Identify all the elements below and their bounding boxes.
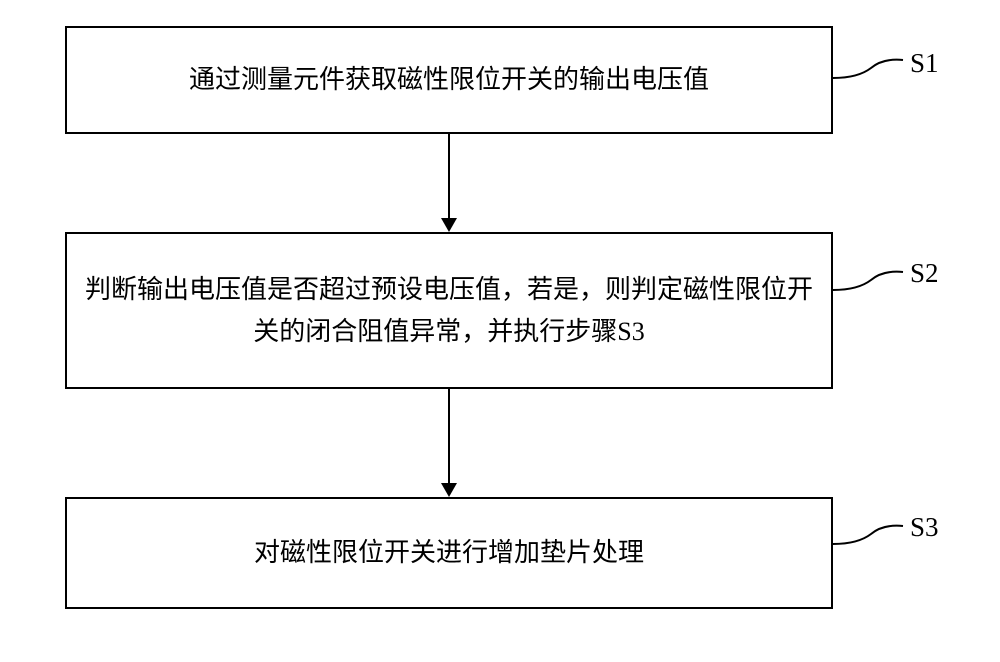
step-label-s3: S3 [910, 512, 939, 543]
step-box-s3: 对磁性限位开关进行增加垫片处理 [65, 497, 833, 609]
arrow-head-s2-s3 [441, 483, 457, 497]
step-text-s3: 对磁性限位开关进行增加垫片处理 [254, 532, 644, 574]
curve-connector-s1 [833, 50, 908, 90]
curve-connector-s3 [833, 516, 908, 556]
step-text-s1: 通过测量元件获取磁性限位开关的输出电压值 [189, 59, 709, 101]
step-box-s2: 判断输出电压值是否超过预设电压值，若是，则判定磁性限位开关的闭合阻值异常，并执行… [65, 232, 833, 389]
step-label-s1: S1 [910, 48, 939, 79]
curve-connector-s2 [833, 262, 908, 302]
step-text-s2: 判断输出电压值是否超过预设电压值，若是，则判定磁性限位开关的闭合阻值异常，并执行… [77, 269, 821, 352]
arrow-s2-s3 [448, 389, 450, 484]
step-label-s2: S2 [910, 258, 939, 289]
arrow-s1-s2 [448, 134, 450, 219]
flowchart-container: 通过测量元件获取磁性限位开关的输出电压值 S1 判断输出电压值是否超过预设电压值… [0, 0, 1000, 662]
arrow-head-s1-s2 [441, 218, 457, 232]
step-box-s1: 通过测量元件获取磁性限位开关的输出电压值 [65, 26, 833, 134]
